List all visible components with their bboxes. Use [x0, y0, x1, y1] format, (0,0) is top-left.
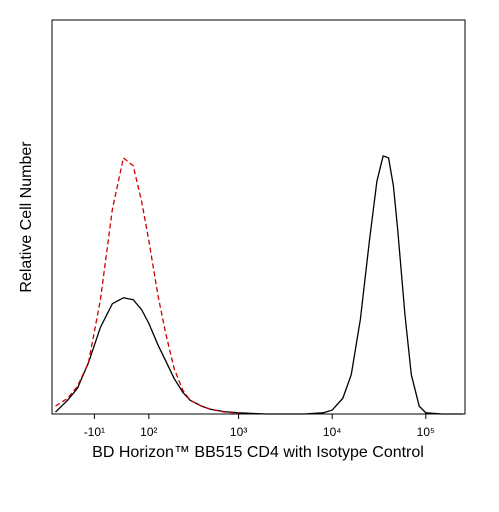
- histogram-line: [55, 156, 239, 414]
- y-axis-label: Relative Cell Number: [18, 141, 35, 293]
- x-tick-label: 10²: [140, 425, 157, 439]
- x-axis-label: BD Horizon™ BB515 CD4 with Isotype Contr…: [92, 444, 424, 461]
- x-tick-label: 10³: [230, 425, 247, 439]
- x-tick-label: 10⁵: [417, 425, 435, 439]
- histogram-line: [55, 155, 464, 415]
- x-tick-label: 10⁴: [323, 425, 342, 439]
- plot-frame: [51, 19, 466, 415]
- x-tick-label: -10¹: [84, 425, 105, 439]
